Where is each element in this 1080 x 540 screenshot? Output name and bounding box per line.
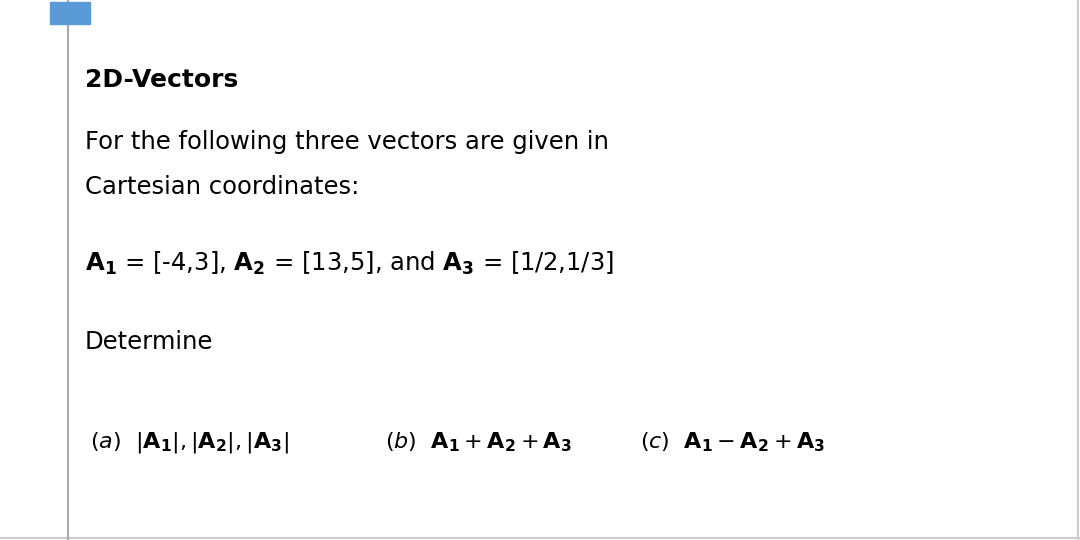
- Text: $(b)$  $\mathbf{A_1} + \mathbf{A_2} + \mathbf{A_3}$: $(b)$ $\mathbf{A_1} + \mathbf{A_2} + \ma…: [384, 430, 572, 454]
- Text: 2D-Vectors: 2D-Vectors: [85, 68, 239, 92]
- FancyBboxPatch shape: [50, 2, 90, 24]
- Text: Determine: Determine: [85, 330, 214, 354]
- Text: $\mathbf{A_1}$ = [-4,3], $\mathbf{A_2}$ = [13,5], and $\mathbf{A_3}$ = [1/2,1/3]: $\mathbf{A_1}$ = [-4,3], $\mathbf{A_2}$ …: [85, 250, 613, 277]
- Text: Cartesian coordinates:: Cartesian coordinates:: [85, 175, 360, 199]
- Text: $(a)$  $|\mathbf{A_1}|, |\mathbf{A_2}|, |\mathbf{A_3}|$: $(a)$ $|\mathbf{A_1}|, |\mathbf{A_2}|, |…: [90, 430, 288, 455]
- Text: For the following three vectors are given in: For the following three vectors are give…: [85, 130, 609, 154]
- Text: $(c)$  $\mathbf{A_1} - \mathbf{A_2} + \mathbf{A_3}$: $(c)$ $\mathbf{A_1} - \mathbf{A_2} + \ma…: [640, 430, 825, 454]
